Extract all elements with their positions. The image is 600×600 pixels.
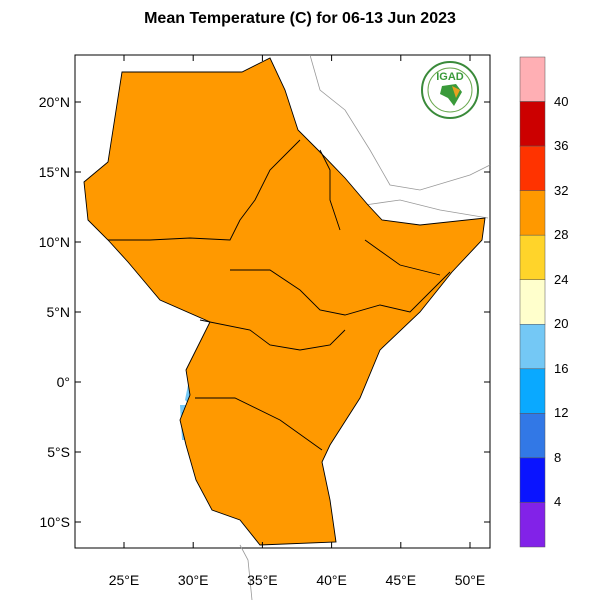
colorbar-box: [519, 413, 546, 459]
colorbar-label: 8: [554, 449, 562, 465]
colorbar-box: [519, 457, 546, 503]
lat-label: 5°S: [47, 444, 70, 460]
colorbar-box: [519, 145, 546, 191]
lon-label: 40°E: [316, 572, 347, 588]
lat-label: 15°N: [38, 164, 70, 180]
lat-label: 10°N: [38, 234, 70, 250]
colorbar-label: 16: [554, 360, 569, 376]
lon-label: 45°E: [385, 572, 417, 588]
lat-label: 20°N: [38, 94, 70, 110]
colorbar-box: [519, 101, 546, 147]
map-title: Mean Temperature (C) for 06-13 Jun 2023: [144, 10, 456, 27]
lat-label: 10°S: [39, 514, 70, 530]
colorbar-box: [519, 234, 546, 280]
colorbar-label: 12: [554, 405, 569, 421]
lat-label: 0°: [56, 374, 70, 390]
colorbar-label: 32: [554, 182, 569, 198]
lat-label: 5°N: [46, 304, 71, 320]
colorbar-label: 24: [554, 271, 569, 287]
colorbar-label: 36: [554, 138, 569, 154]
colorbar-box: [519, 368, 546, 414]
coastline: [239, 544, 253, 600]
country-borders: [83, 57, 486, 546]
colorbar-label: 20: [554, 316, 569, 332]
colorbar-label: 4: [554, 494, 562, 510]
lon-label: 25°E: [108, 572, 140, 588]
colorbar: [519, 56, 546, 548]
coastline: [364, 199, 489, 219]
colorbar-box: [519, 324, 546, 370]
logo-text: IGAD: [436, 71, 464, 83]
colorbar-label: 40: [554, 93, 569, 109]
colorbar-box: [519, 502, 546, 548]
colorbar-box: [519, 190, 546, 236]
lon-label: 30°E: [177, 572, 209, 588]
colorbar-box: [519, 279, 546, 325]
lon-label: 35°E: [247, 572, 278, 588]
coastline: [309, 54, 491, 191]
lon-label: 50°E: [454, 572, 486, 588]
colorbar-label: 28: [554, 227, 569, 243]
igad-logo: IGAD: [421, 61, 479, 119]
colorbar-box: [519, 56, 546, 102]
